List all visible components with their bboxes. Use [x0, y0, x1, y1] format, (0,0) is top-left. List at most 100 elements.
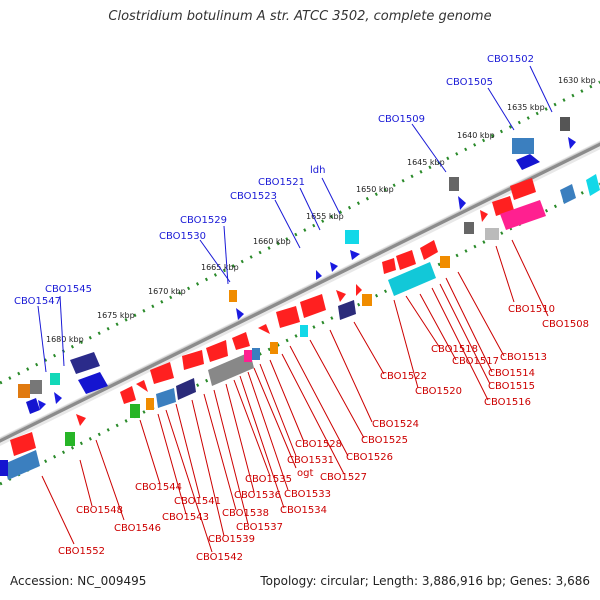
gene-feature [586, 174, 600, 196]
gene-label: CBO1536 [234, 490, 281, 501]
gene-arrow [356, 284, 362, 296]
gene-arrow [78, 372, 108, 394]
gene-label: CBO1527 [320, 472, 367, 483]
gene-label: CBO1502 [487, 54, 534, 65]
gene-arrow [330, 262, 338, 272]
tick-label: 1645 kbp [407, 158, 445, 167]
gene-arrow [300, 294, 326, 318]
gene-feature [130, 404, 140, 418]
scale-dots [0, 80, 600, 486]
gene-label: CBO1525 [361, 435, 408, 446]
gene-feature [30, 380, 42, 394]
gene-feature [0, 460, 8, 476]
gene-label: ldh [310, 165, 325, 176]
tick-labels: 1630 kbp 1635 kbp 1640 kbp 1645 kbp 1650… [46, 76, 596, 344]
gene-feature [4, 450, 40, 480]
gene-feature [560, 184, 576, 204]
gene-feature [70, 352, 100, 374]
gene-label: CBO1523 [230, 191, 277, 202]
gene-arrow [492, 196, 514, 216]
gene-arrow [10, 432, 36, 456]
tick-label: 1655 kbp [306, 212, 344, 221]
gene-label: CBO1533 [284, 489, 331, 500]
gene-feature [560, 117, 570, 131]
gene-arrow [206, 340, 228, 362]
gene-feature [362, 294, 372, 306]
gene-arrow [236, 308, 244, 320]
gene-label: CBO1508 [542, 319, 589, 330]
gene-arrow [54, 392, 62, 404]
forward-leaders [37, 65, 553, 373]
forward-labels: CBO1502 CBO1505 CBO1509 ldh CBO1521 CBO1… [14, 54, 534, 307]
tick-label: 1650 kbp [356, 185, 394, 194]
page-title: Clostridium botulinum A str. ATCC 3502, … [108, 9, 492, 24]
gene-label: CBO1509 [378, 114, 425, 125]
gene-label: CBO1545 [45, 284, 92, 295]
reverse-features [0, 174, 600, 480]
gene-label: CBO1538 [222, 508, 269, 519]
gene-label: CBO1524 [372, 419, 419, 430]
gene-arrow [26, 398, 40, 414]
gene-arrow [568, 137, 576, 149]
tick-label: 1640 kbp [457, 131, 495, 140]
gene-label: CBO1539 [208, 534, 255, 545]
gene-label: CBO1547 [14, 296, 61, 307]
gene-arrow [182, 350, 204, 370]
gene-label: CBO1537 [236, 522, 283, 533]
gene-label: CBO1542 [196, 552, 243, 563]
gene-arrow [316, 270, 322, 280]
gene-feature [229, 290, 237, 302]
gene-label: CBO1526 [346, 452, 393, 463]
gene-label: CBO1529 [180, 215, 227, 226]
gene-arrow [350, 250, 360, 260]
gene-arrow [336, 290, 346, 302]
gene-label: CBO1515 [488, 381, 535, 392]
backbone [0, 140, 600, 446]
gene-feature [500, 200, 546, 230]
gene-feature [208, 352, 254, 386]
gene-feature [156, 388, 176, 408]
gene-arrow [396, 250, 416, 270]
tick-label: 1630 kbp [558, 76, 596, 85]
gene-label: CBO1531 [287, 455, 334, 466]
gene-label: CBO1520 [415, 386, 462, 397]
gene-feature [388, 262, 436, 296]
gene-label: CBO1546 [114, 523, 161, 534]
gene-label: CBO1522 [380, 371, 427, 382]
gene-label: CBO1528 [295, 439, 342, 450]
gene-label: CBO1530 [159, 231, 206, 242]
gene-feature [252, 348, 260, 360]
gene-label: CBO1543 [162, 512, 209, 523]
forward-features [18, 117, 576, 414]
gene-label: CBO1521 [258, 177, 305, 188]
genome-summary-text: Topology: circular; Length: 3,886,916 bp… [260, 574, 590, 588]
gene-label: CBO1535 [245, 474, 292, 485]
gene-feature [18, 384, 30, 398]
gene-arrow [382, 258, 396, 274]
tick-label: 1635 kbp [507, 103, 545, 112]
gene-label: CBO1544 [135, 482, 182, 493]
gene-arrow [510, 178, 536, 200]
gene-arrow [76, 414, 86, 426]
gene-feature [300, 325, 308, 337]
gene-label: CBO1505 [446, 77, 493, 88]
tick-label: 1675 kbp [97, 311, 135, 320]
gene-arrow [232, 332, 250, 350]
gene-feature [464, 222, 474, 234]
gene-arrow [276, 306, 300, 328]
gene-feature [449, 177, 459, 191]
gene-label: CBO1510 [508, 304, 555, 315]
gene-label: CBO1541 [174, 496, 221, 507]
gene-feature [176, 378, 196, 400]
gene-label: CBO1517 [452, 356, 499, 367]
reverse-labels: CBO1508 CBO1510 CBO1513 CBO1514 CBO1515 … [58, 304, 589, 563]
gene-feature [146, 398, 154, 410]
gene-label: CBO1516 [484, 397, 531, 408]
accession-text: Accession: NC_009495 [10, 574, 147, 588]
gene-arrow [150, 362, 174, 384]
tick-label: 1670 kbp [148, 287, 186, 296]
tick-label: 1680 kbp [46, 335, 84, 344]
gene-feature [65, 432, 75, 446]
